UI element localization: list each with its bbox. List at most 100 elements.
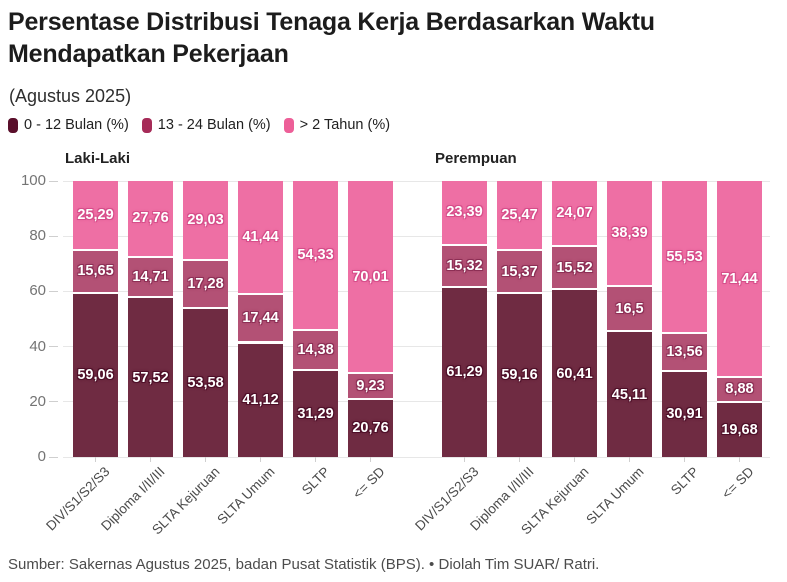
bar-segment: 14,38 — [293, 330, 338, 371]
y-axis-label: 60 — [29, 282, 46, 300]
bar-segment: 57,52 — [128, 298, 173, 457]
bar-value-label: 29,03 — [187, 212, 224, 229]
bar-segment: 30,91 — [662, 371, 707, 457]
y-axis-label: 40 — [29, 337, 46, 355]
x-axis-tick — [370, 457, 371, 462]
bar-value-label: 19,68 — [721, 421, 758, 438]
legend-label: 13 - 24 Bulan (%) — [157, 117, 271, 133]
bar-segment: 20,76 — [348, 399, 393, 457]
bar-value-label: 24,07 — [556, 205, 593, 222]
bar-segment: 25,47 — [497, 181, 542, 252]
legend-label: 0 - 12 Bulan (%) — [24, 117, 129, 133]
bar-value-label: 53,58 — [187, 375, 224, 392]
bar-value-label: 57,52 — [132, 369, 169, 386]
bar-value-label: 15,32 — [446, 257, 483, 274]
chart-title: Persentase Distribusi Tenaga Kerja Berda… — [8, 8, 655, 68]
bar-value-label: 15,65 — [77, 263, 114, 280]
bar-value-label: 9,23 — [356, 377, 385, 394]
y-axis-tick — [49, 180, 58, 182]
bar-value-label: 15,52 — [556, 259, 593, 276]
legend-swatch — [8, 117, 18, 133]
bar-value-label: 61,29 — [446, 364, 483, 381]
panel-title-laki-laki: Laki-Laki — [65, 150, 131, 167]
x-axis-tick — [519, 457, 520, 462]
gridline — [63, 346, 770, 348]
x-axis-tick — [739, 457, 740, 462]
y-axis-tick — [49, 346, 58, 348]
bar-segment: 17,28 — [183, 261, 228, 310]
bar-value-label: 30,91 — [666, 406, 703, 423]
bar-value-label: 60,41 — [556, 365, 593, 382]
bar-segment: 13,56 — [662, 334, 707, 372]
bar-segment: 15,52 — [552, 247, 597, 291]
bar-segment: 38,39 — [607, 181, 652, 287]
bar-value-label: 15,37 — [501, 263, 538, 280]
x-axis-tick — [95, 457, 96, 462]
legend-swatch — [283, 117, 294, 133]
x-axis-tick — [629, 457, 630, 462]
legend-item: > 2 Tahun (%) — [283, 117, 391, 133]
bar-value-label: 16,5 — [615, 300, 644, 317]
legend: 0 - 12 Bulan (%) 13 - 24 Bulan (%) > 2 Tah… — [8, 117, 390, 133]
y-axis-tick — [49, 235, 58, 237]
bar-segment: 31,29 — [293, 370, 338, 457]
legend-item: 0 - 12 Bulan (%) — [8, 117, 129, 133]
bar-value-label: 45,11 — [611, 386, 648, 403]
bar-value-label: 27,76 — [132, 210, 169, 227]
x-axis-tick — [260, 457, 261, 462]
bar-value-label: 41,44 — [242, 229, 279, 246]
bar-segment: 24,07 — [552, 181, 597, 248]
bar-value-label: 59,06 — [77, 367, 114, 384]
bar-segment: 25,29 — [73, 181, 118, 251]
bar-segment: 61,29 — [442, 287, 487, 457]
bar-value-label: 14,71 — [132, 268, 169, 285]
bar-value-label: 14,38 — [297, 341, 334, 358]
bar-value-label: 17,28 — [187, 276, 224, 293]
bar-value-label: 54,33 — [297, 246, 334, 263]
bar-segment: 41,12 — [238, 343, 283, 457]
gridline — [63, 235, 770, 237]
bar-segment: 45,11 — [607, 332, 652, 457]
bar-segment: 54,33 — [293, 181, 338, 331]
bar-value-label: 55,53 — [666, 248, 703, 265]
gridline — [63, 401, 770, 403]
bar-segment: 41,44 — [238, 181, 283, 296]
bar-value-label: 25,47 — [501, 207, 538, 224]
bar-segment: 16,5 — [607, 286, 652, 333]
gridline — [63, 180, 770, 182]
bar-segment: 23,39 — [442, 181, 487, 246]
legend-swatch — [141, 117, 152, 133]
bar-value-label: 41,12 — [242, 392, 279, 409]
bar-segment: 55,53 — [662, 181, 707, 335]
legend-label: > 2 Tahun (%) — [299, 117, 391, 133]
bar-value-label: 13,56 — [666, 343, 703, 360]
bar-segment: 15,37 — [497, 251, 542, 294]
y-axis-label: 0 — [37, 448, 46, 465]
y-axis-tick — [49, 401, 58, 403]
chart-subtitle: (Agustus 2025) — [9, 86, 132, 106]
bar-segment: 70,01 — [348, 181, 393, 375]
x-axis-tick — [150, 457, 151, 462]
bar-value-label: 17,44 — [242, 310, 279, 327]
y-axis-label: 100 — [20, 172, 46, 189]
gridline — [63, 290, 770, 292]
bar-segment: 53,58 — [183, 309, 228, 457]
bar-value-label: 70,01 — [352, 268, 389, 285]
bar-value-label: 31,29 — [297, 405, 334, 422]
bar-segment: 15,65 — [73, 250, 118, 294]
bar-segment: 9,23 — [348, 374, 393, 400]
panel-title-perempuan: Perempuan — [435, 150, 517, 167]
bar-segment: 60,41 — [552, 290, 597, 457]
legend-item: 13 - 24 Bulan (%) — [141, 117, 271, 133]
bar-segment: 8,88 — [717, 378, 762, 403]
bar-value-label: 38,39 — [611, 224, 648, 241]
y-axis-label: 20 — [29, 392, 46, 410]
bar-value-label: 25,29 — [77, 206, 114, 223]
bar-segment: 59,16 — [497, 293, 542, 457]
bar-segment: 59,06 — [73, 293, 118, 457]
x-axis-tick — [464, 457, 465, 462]
source-note: Sumber: Sakernas Agustus 2025, badan Pus… — [8, 556, 600, 573]
y-axis-tick — [49, 290, 58, 292]
y-axis-tick — [49, 456, 58, 458]
